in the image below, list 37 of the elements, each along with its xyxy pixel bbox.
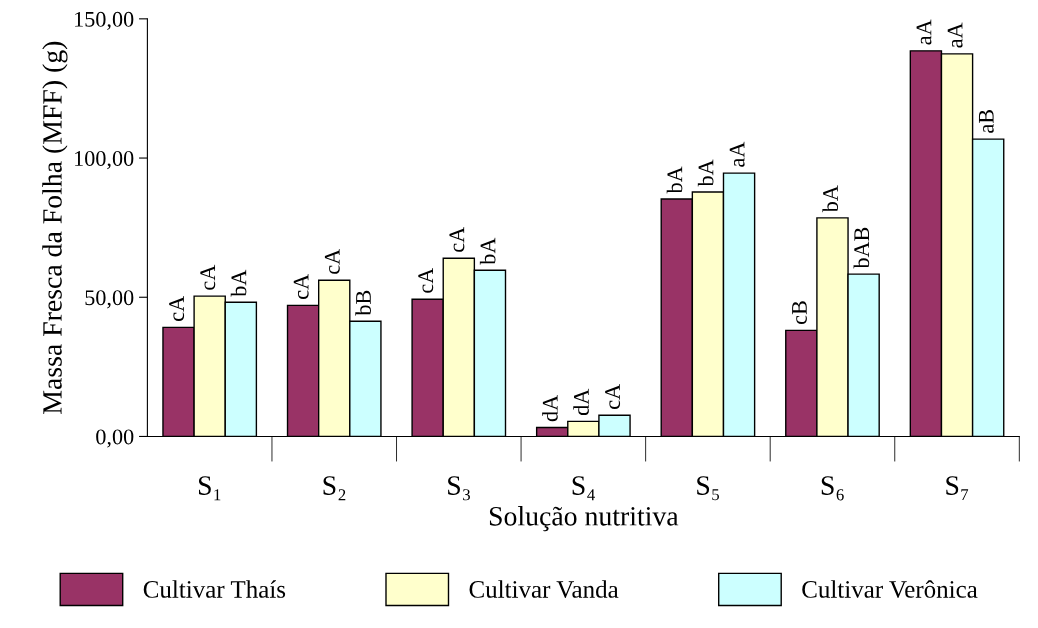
data-label: dA: [573, 388, 589, 416]
data-label: bA: [822, 185, 839, 213]
legend-label: Cultivar Thaís: [143, 580, 286, 598]
x-tick-label: S₄: [572, 476, 595, 501]
data-label: cA: [449, 226, 465, 252]
legend-label: Cultivar Vanda: [469, 580, 619, 598]
x-tick-label: S₅: [697, 476, 719, 501]
x-tick-label: S₇: [946, 476, 969, 501]
data-label: bAB: [853, 227, 870, 269]
x-axis-title: Solução nutritiva: [489, 506, 679, 532]
data-label: aA: [729, 141, 745, 167]
y-tick-label: 100,00: [75, 150, 134, 170]
y-tick-label: 150,00: [75, 11, 134, 30]
data-label: bA: [666, 166, 683, 194]
data-label: cA: [293, 274, 309, 299]
y-tick-label: 50,00: [85, 290, 134, 309]
legend-label: Cultivar Verônica: [802, 580, 978, 598]
y-tick-label: 0,00: [96, 429, 134, 448]
data-label: cA: [324, 248, 340, 274]
data-label: cA: [418, 267, 434, 293]
data-label: aB: [978, 109, 994, 133]
y-axis-title: Massa Fresca da Folha (MFF) (g): [42, 41, 68, 414]
x-tick-label: S₁: [198, 476, 221, 501]
data-label: bA: [479, 237, 496, 265]
data-label: cA: [200, 264, 216, 290]
data-label: aA: [916, 19, 932, 45]
data-label: cB: [792, 301, 807, 324]
data-label: aA: [947, 22, 963, 48]
data-label: dA: [542, 395, 558, 422]
x-tick-label: S₆: [821, 476, 844, 501]
data-label: cA: [605, 384, 621, 409]
data-label: bA: [230, 269, 247, 297]
data-label: bA: [697, 159, 714, 187]
data-label: bB: [355, 290, 371, 316]
x-tick-label: S₃: [448, 476, 470, 501]
data-label: cA: [169, 296, 185, 321]
x-tick-label: S₂: [323, 476, 346, 501]
